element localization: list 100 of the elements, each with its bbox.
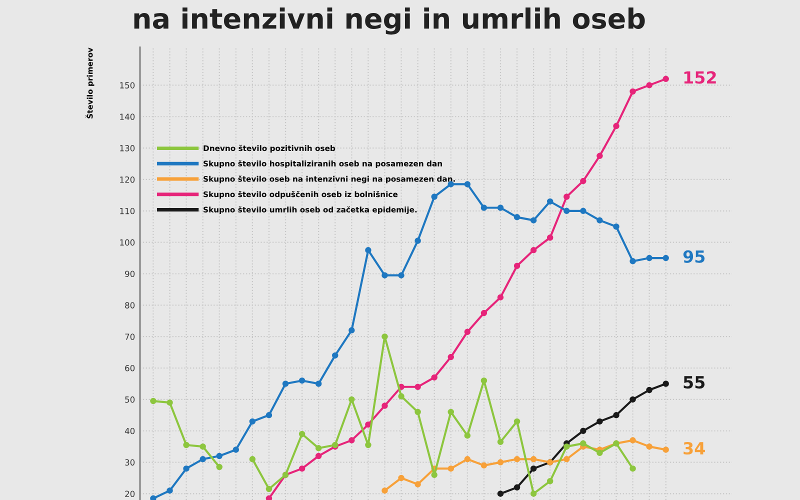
point [497, 204, 504, 211]
data-label: 95 [683, 250, 705, 263]
point [398, 393, 404, 400]
point [480, 204, 488, 211]
point [546, 198, 554, 205]
data-label: 152 [684, 71, 716, 84]
point [266, 412, 272, 418]
point [414, 384, 421, 390]
point [200, 456, 206, 462]
point [546, 234, 554, 241]
point [348, 327, 355, 334]
y-tick-label: 40 [124, 428, 135, 434]
point [497, 459, 504, 466]
point [431, 472, 438, 478]
point [448, 354, 454, 360]
point [315, 445, 322, 452]
point [464, 328, 471, 336]
point [150, 398, 156, 404]
point [315, 452, 322, 460]
point [630, 437, 636, 444]
y-tick-label: 70 [125, 334, 135, 340]
point [448, 408, 454, 416]
point [662, 254, 669, 262]
point [382, 333, 388, 340]
data-label: 34 [684, 442, 705, 455]
y-tick-label: 90 [125, 270, 135, 278]
point [646, 443, 652, 450]
y-tick-label: 120 [120, 176, 135, 183]
y-tick-label: 130 [120, 145, 135, 152]
point [382, 272, 388, 278]
point [282, 380, 289, 387]
point [662, 76, 669, 82]
point [630, 88, 636, 95]
point [564, 208, 570, 214]
point [497, 438, 504, 445]
point [365, 247, 372, 254]
point [580, 440, 586, 447]
point [514, 418, 520, 425]
point [480, 310, 488, 316]
point [348, 396, 355, 403]
point [266, 486, 272, 492]
y-tick-label: 110 [120, 208, 135, 214]
point [183, 442, 190, 448]
point [382, 487, 388, 494]
point [464, 432, 471, 439]
point [464, 456, 471, 462]
point [315, 380, 322, 387]
point [580, 178, 586, 184]
y-tick-label: 80 [125, 302, 135, 308]
point [166, 399, 173, 406]
point [530, 217, 537, 224]
point [546, 478, 554, 484]
point [414, 481, 421, 488]
chart-title: na intenzivni negi in umrlih oseb [134, 8, 645, 35]
point [613, 412, 620, 418]
point [166, 487, 173, 494]
point [497, 490, 504, 497]
point [530, 465, 537, 472]
y-tick-label: 100 [120, 239, 135, 246]
point [613, 223, 620, 230]
point [530, 247, 537, 254]
point [613, 122, 620, 130]
point [431, 194, 438, 200]
point [266, 495, 272, 500]
point [249, 418, 256, 425]
point [580, 428, 586, 434]
point [580, 208, 586, 214]
point [365, 421, 372, 428]
y-tick-label: 60 [125, 365, 135, 372]
point [646, 254, 652, 262]
point [596, 450, 603, 456]
point [646, 82, 652, 88]
point [298, 465, 306, 472]
point [200, 443, 206, 450]
point [514, 484, 520, 491]
point [564, 456, 570, 462]
y-tick-label: 30 [125, 459, 135, 466]
point [414, 238, 421, 244]
point [365, 442, 372, 448]
point [332, 352, 338, 359]
point [662, 446, 669, 453]
point [414, 408, 421, 416]
point [382, 402, 388, 409]
point [630, 465, 636, 472]
point [398, 272, 404, 278]
y-tick-label: 140 [120, 114, 135, 120]
point [298, 377, 306, 384]
point [630, 258, 636, 264]
point [530, 456, 537, 462]
point [249, 456, 256, 462]
point [398, 474, 404, 482]
point [464, 181, 471, 188]
point [596, 217, 603, 224]
point [646, 386, 652, 394]
y-tick-label: 20 [125, 490, 135, 497]
point [448, 465, 454, 472]
point [497, 294, 504, 300]
point [348, 437, 355, 444]
point [630, 396, 636, 403]
point [150, 495, 156, 500]
